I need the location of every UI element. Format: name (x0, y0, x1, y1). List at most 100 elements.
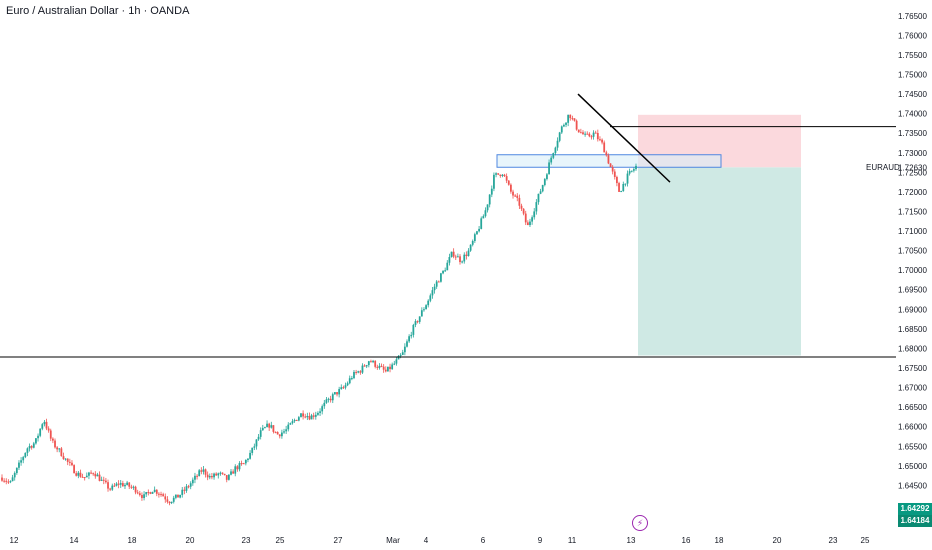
candle-body (302, 413, 304, 417)
x-tick-label: 9 (538, 536, 543, 545)
candle-body (499, 174, 502, 176)
candle-body (463, 254, 466, 262)
candle-body (355, 371, 358, 373)
candle-body (60, 448, 63, 457)
candle-body (206, 474, 209, 478)
candle-body (141, 495, 143, 499)
current-price-label: 1.72630 (898, 163, 927, 172)
candle-body (227, 474, 230, 480)
candle-body (331, 394, 334, 401)
candle-body (378, 365, 381, 368)
candle-body (594, 132, 597, 134)
candle-body (213, 473, 215, 478)
candle-body (83, 477, 86, 479)
candle-body (586, 133, 589, 135)
lightning-icon[interactable]: ⚡ (632, 515, 648, 531)
x-tick-label: 20 (773, 536, 782, 545)
candle-body (126, 482, 129, 485)
candle-body (155, 489, 158, 494)
candle-body (274, 431, 277, 433)
candle-body (478, 228, 480, 232)
candle-body (389, 366, 391, 370)
candle-body (414, 321, 417, 325)
candle-body (554, 147, 557, 154)
candle-body (259, 430, 262, 437)
candle-body (136, 492, 139, 494)
candle-body (62, 456, 65, 460)
candle-body (225, 475, 228, 480)
candle-body (361, 365, 364, 373)
candle-body (230, 471, 232, 475)
candle-body (85, 475, 88, 478)
candle-body (45, 421, 48, 429)
candle-body (312, 415, 315, 417)
candle-body (539, 191, 542, 194)
candle-body (601, 139, 603, 143)
candle-body (495, 173, 497, 175)
candle-body (406, 341, 408, 347)
candle-body (73, 465, 75, 474)
candle-body (452, 251, 455, 257)
candle-body (444, 270, 447, 272)
candle-body (556, 140, 559, 148)
x-tick-label: 25 (861, 536, 870, 545)
candle-body (104, 480, 107, 483)
candle-body (217, 473, 220, 476)
candle-body (605, 152, 608, 156)
y-tick-label: 1.73500 (898, 129, 927, 138)
x-tick-label: 6 (481, 536, 486, 545)
candle-body (624, 183, 627, 185)
candle-body (37, 435, 39, 439)
y-tick-label: 1.70000 (898, 266, 927, 275)
candle-body (278, 434, 281, 437)
x-tick-label: 14 (70, 536, 79, 545)
candle-body (232, 471, 235, 474)
candle-body (541, 185, 544, 192)
candle-body (370, 361, 372, 363)
candle-body (264, 427, 266, 429)
candle-body (58, 448, 61, 450)
candle-body (291, 421, 294, 424)
candle-body (425, 305, 427, 310)
candle-body (28, 446, 31, 449)
candle-body (94, 473, 97, 477)
candle-body (401, 352, 404, 355)
candle-body (509, 184, 512, 192)
candle-body (420, 310, 423, 317)
candle-body (30, 446, 33, 448)
candle-body (469, 244, 472, 251)
candle-body (507, 180, 510, 185)
candle-body (255, 439, 258, 447)
candle-body (433, 286, 436, 291)
candle-body (1, 477, 3, 481)
candle-body (115, 483, 118, 486)
y-tick-label: 1.72000 (898, 188, 927, 197)
candle-body (293, 419, 296, 422)
candle-body (522, 208, 525, 214)
candle-body (164, 496, 167, 500)
candle-body (565, 122, 567, 125)
candle-body (179, 494, 182, 498)
y-tick-label: 1.66500 (898, 403, 927, 412)
candle-body (71, 462, 73, 466)
candle-body (412, 324, 415, 335)
y-tick-label: 1.64500 (898, 481, 927, 490)
candle-body (524, 213, 527, 223)
candle-body (187, 486, 190, 488)
candle-body (435, 281, 438, 287)
y-tick-label: 1.65000 (898, 462, 927, 471)
candle-body (208, 476, 211, 478)
candle-body (15, 467, 18, 474)
candle-body (204, 469, 207, 475)
candle-body (599, 139, 601, 141)
candle-body (505, 176, 508, 181)
candle-body (484, 210, 487, 217)
y-tick-label: 1.70500 (898, 247, 927, 256)
candle-body (635, 165, 637, 170)
x-tick-label: 23 (829, 536, 838, 545)
candle-body (592, 132, 595, 137)
candle-body (249, 452, 251, 459)
candle-body (43, 421, 46, 425)
candle-body (461, 261, 464, 263)
